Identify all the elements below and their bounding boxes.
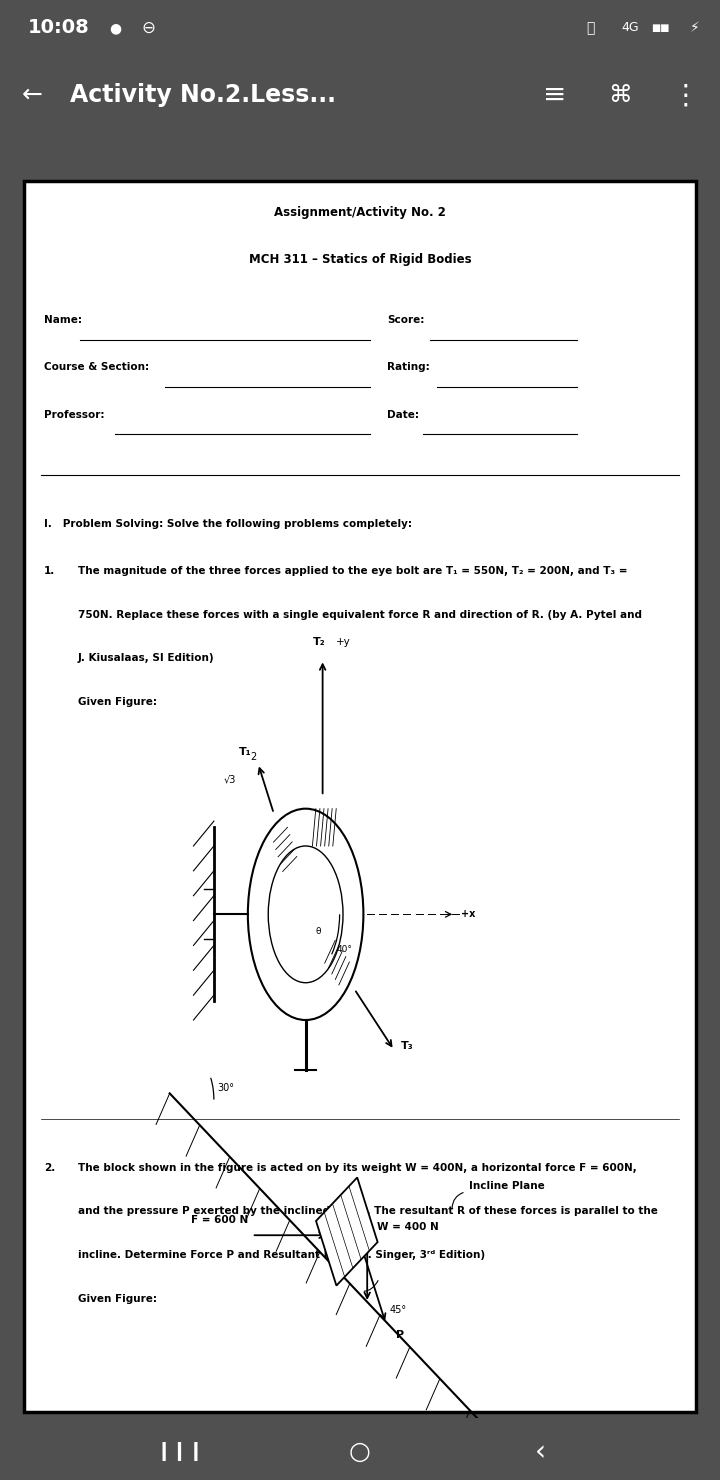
Text: 30°: 30°: [217, 1083, 234, 1094]
Text: ⊖: ⊖: [141, 19, 155, 37]
Text: Given Figure:: Given Figure:: [78, 697, 157, 707]
Text: Professor:: Professor:: [44, 410, 104, 420]
Polygon shape: [316, 1178, 377, 1286]
Text: Given Figure:: Given Figure:: [78, 1294, 157, 1304]
Text: Date:: Date:: [387, 410, 419, 420]
Text: The magnitude of the three forces applied to the eye bolt are T₁ = 550N, T₂ = 20: The magnitude of the three forces applie…: [78, 567, 627, 576]
Text: W = 400 N: W = 400 N: [377, 1222, 439, 1231]
Text: 40°: 40°: [336, 946, 352, 955]
Text: ❙❙❙: ❙❙❙: [156, 1443, 204, 1461]
Text: 2: 2: [250, 752, 256, 762]
Text: ●: ●: [109, 21, 121, 36]
Text: MCH 311 – Statics of Rigid Bodies: MCH 311 – Statics of Rigid Bodies: [248, 253, 472, 266]
Text: Rating:: Rating:: [387, 363, 430, 373]
Text: ‹: ‹: [534, 1439, 546, 1465]
Text: P: P: [396, 1331, 404, 1339]
Text: incline. Determine Force P and Resultant R. (by F. Singer, 3ʳᵈ Edition): incline. Determine Force P and Resultant…: [78, 1251, 485, 1259]
Text: Assignment/Activity No. 2: Assignment/Activity No. 2: [274, 206, 446, 219]
Text: T₁: T₁: [238, 747, 251, 758]
Text: Score:: Score:: [387, 315, 425, 326]
Text: ■■: ■■: [651, 24, 670, 33]
Text: ≡: ≡: [544, 81, 567, 110]
Text: ⚡: ⚡: [690, 21, 700, 36]
Text: ⋮: ⋮: [671, 81, 699, 110]
Text: +y: +y: [336, 636, 351, 647]
Text: Incline Plane: Incline Plane: [469, 1181, 545, 1190]
Text: ⌘: ⌘: [608, 83, 632, 107]
Text: θ: θ: [316, 926, 321, 935]
Text: +x: +x: [461, 909, 475, 919]
Text: F = 600 N: F = 600 N: [191, 1215, 248, 1225]
Text: J. Kiusalaas, SI Edition): J. Kiusalaas, SI Edition): [78, 653, 215, 663]
Text: 10:08: 10:08: [28, 18, 90, 37]
Text: √3: √3: [224, 774, 236, 784]
Text: T₃: T₃: [401, 1042, 413, 1051]
Text: Activity No.2.Less...: Activity No.2.Less...: [70, 83, 336, 107]
Text: ⏰: ⏰: [586, 21, 594, 36]
Text: 1.: 1.: [44, 567, 55, 576]
Text: Name:: Name:: [44, 315, 82, 326]
Text: I.   Problem Solving: Solve the following problems completely:: I. Problem Solving: Solve the following …: [44, 519, 412, 528]
Text: 45°: 45°: [390, 1305, 406, 1316]
Text: 2.: 2.: [44, 1163, 55, 1174]
Text: The block shown in the figure is acted on by its weight W = 400N, a horizontal f: The block shown in the figure is acted o…: [78, 1163, 636, 1174]
Text: T₂: T₂: [312, 636, 325, 647]
Text: 750N. Replace these forces with a single equivalent force R and direction of R. : 750N. Replace these forces with a single…: [78, 610, 642, 620]
Text: Course & Section:: Course & Section:: [44, 363, 149, 373]
Text: ○: ○: [349, 1440, 371, 1464]
Text: and the pressure P exerted by the inclined plane. The resultant R of these force: and the pressure P exerted by the inclin…: [78, 1206, 658, 1217]
Text: 4G: 4G: [621, 22, 639, 34]
Text: ←: ←: [22, 83, 43, 107]
